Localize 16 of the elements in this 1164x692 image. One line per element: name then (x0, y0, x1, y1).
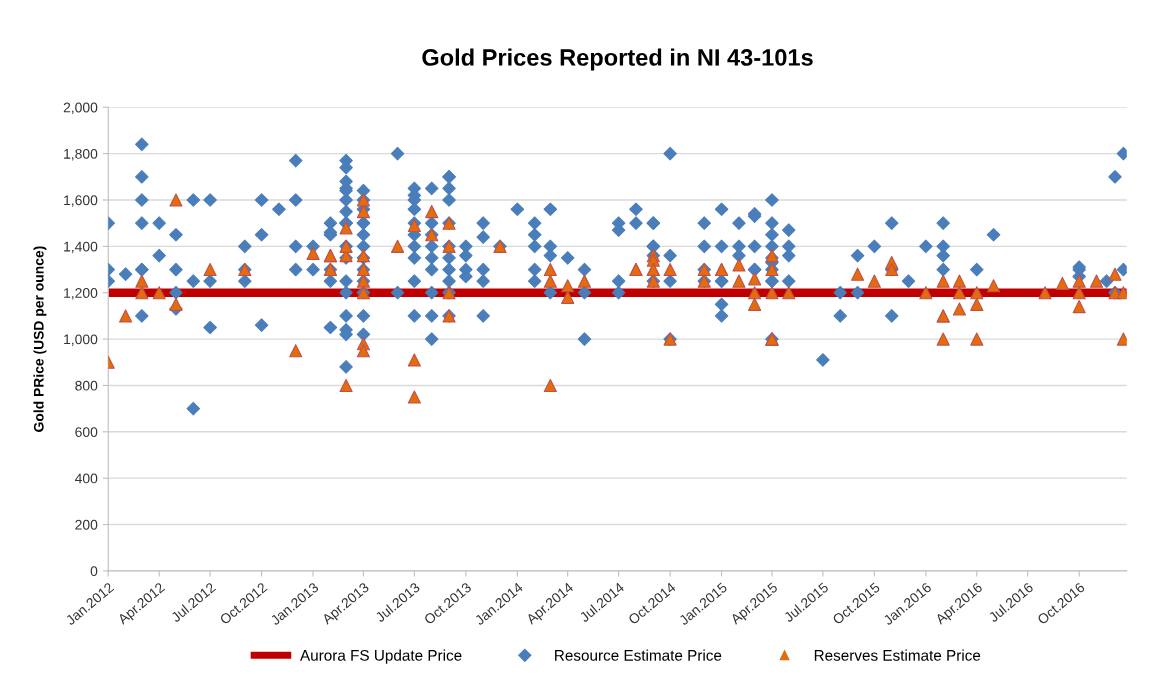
y-tick-label: 200 (75, 519, 98, 530)
legend-label: Resource Estimate Price (555, 649, 722, 661)
y-tick-label: 1,200 (64, 288, 98, 300)
y-tick-label: 1,600 (64, 195, 98, 207)
y-tick-label: 800 (75, 380, 98, 391)
chart-title: Gold Prices Reported in NI 43-101s (422, 48, 813, 71)
legend-label: Reserves Estimate Price (814, 649, 981, 661)
y-tick-label: 1,800 (64, 148, 98, 161)
y-tick-label: 2,000 (63, 102, 98, 115)
y-tick-label: 1,000 (64, 334, 98, 346)
legend-label: Aurora FS Update Price (300, 649, 462, 664)
y-tick-label: 1,400 (64, 241, 98, 254)
y-tick-label: 0 (90, 566, 98, 577)
y-tick-label: 600 (75, 427, 98, 437)
y-tick-label: 400 (74, 473, 98, 484)
y-axis-title: Gold PRice (USD per ounce) (33, 246, 47, 432)
